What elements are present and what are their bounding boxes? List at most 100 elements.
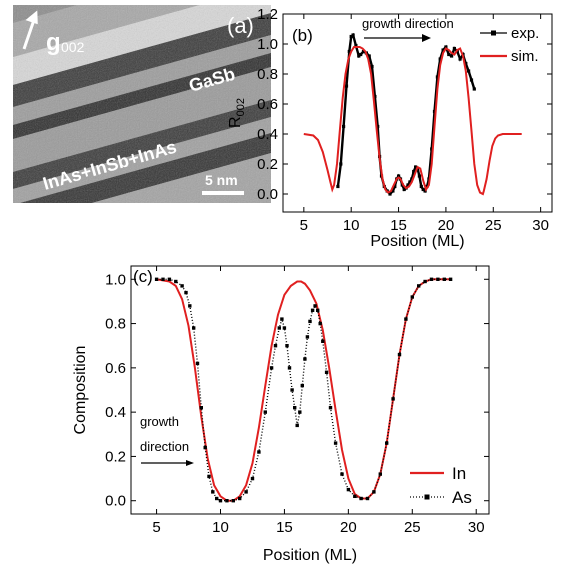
- data-point: [391, 189, 395, 193]
- data-point: [280, 317, 284, 321]
- g-vector-label: g: [46, 29, 61, 56]
- data-point: [303, 357, 307, 361]
- growth-direction-arrowhead-icon: [186, 460, 194, 466]
- x-tick-label: 10: [343, 217, 360, 234]
- data-point: [207, 474, 211, 479]
- x-tick-label: 15: [276, 519, 293, 536]
- series-exp: [336, 32, 476, 196]
- data-point: [199, 406, 203, 410]
- data-point: [372, 490, 376, 494]
- data-point: [328, 406, 333, 410]
- data-point: [354, 43, 358, 48]
- growth-direction-label-line1: growth: [140, 414, 179, 429]
- data-point: [385, 441, 389, 445]
- series-as: [154, 277, 453, 503]
- data-point: [231, 499, 235, 503]
- data-point: [391, 397, 395, 401]
- data-point: [359, 496, 363, 501]
- legend-as-marker: [424, 494, 430, 500]
- x-tick-label: 5: [152, 519, 160, 536]
- data-point: [342, 124, 346, 129]
- data-point: [410, 295, 414, 299]
- panel-label: (b): [292, 26, 313, 45]
- data-point: [340, 472, 344, 476]
- data-point: [318, 321, 322, 326]
- data-point: [324, 370, 329, 374]
- data-point: [388, 192, 392, 196]
- data-point: [370, 64, 374, 69]
- y-tick-label: 1.0: [105, 271, 126, 288]
- data-point: [406, 183, 410, 187]
- data-point: [290, 388, 294, 392]
- y-axis-label: Composition: [72, 346, 89, 435]
- data-point: [417, 284, 421, 288]
- x-tick-label: 20: [438, 217, 455, 234]
- data-point: [397, 174, 401, 178]
- y-tick-label: 0.2: [105, 448, 126, 465]
- data-point: [349, 34, 353, 39]
- data-point: [161, 277, 165, 281]
- data-point: [469, 78, 474, 82]
- panel-label: (c): [133, 267, 153, 286]
- data-point: [378, 472, 382, 476]
- data-point: [425, 184, 429, 189]
- x-tick-label: 10: [212, 519, 229, 536]
- g-vector-subscript: 002: [61, 39, 85, 55]
- data-point: [441, 48, 445, 52]
- x-tick-label: 20: [340, 519, 357, 536]
- plot-frame: [282, 13, 553, 213]
- data-point: [452, 46, 456, 51]
- data-point: [347, 49, 351, 54]
- data-point: [417, 174, 421, 178]
- data-point: [455, 49, 459, 54]
- x-tick-label: 25: [404, 519, 421, 536]
- data-point: [400, 183, 404, 187]
- series-line: [156, 278, 451, 502]
- data-point: [393, 184, 397, 189]
- growth-direction-label-line2: direction: [140, 439, 189, 454]
- data-point: [385, 189, 389, 193]
- x-tick-label: 30: [468, 519, 485, 536]
- data-point: [277, 326, 281, 330]
- data-point: [432, 109, 437, 114]
- data-point: [359, 52, 363, 57]
- series-line: [156, 278, 451, 502]
- data-point: [412, 169, 416, 174]
- data-point: [344, 84, 349, 88]
- data-point: [414, 165, 418, 169]
- data-point: [397, 352, 402, 357]
- data-point: [351, 33, 355, 37]
- x-axis-label: Position (ML): [370, 233, 464, 250]
- x-tick-label: 5: [300, 217, 308, 234]
- data-point: [174, 279, 178, 284]
- legend-as-label: As: [452, 488, 472, 507]
- y-tick-label: 0.8: [105, 316, 126, 333]
- data-point: [448, 277, 453, 281]
- data-point: [464, 61, 468, 66]
- data-point: [346, 487, 351, 492]
- data-point: [192, 326, 196, 330]
- data-point: [379, 174, 384, 178]
- data-point: [287, 366, 292, 370]
- data-point: [188, 304, 192, 308]
- data-point: [419, 184, 423, 189]
- plot-frame: [130, 265, 490, 515]
- data-point: [430, 147, 434, 151]
- data-point: [336, 184, 340, 189]
- data-point: [300, 383, 304, 388]
- data-point: [458, 57, 462, 61]
- data-point: [398, 177, 403, 181]
- legend-sim-label: sim.: [511, 48, 539, 65]
- y-tick-label: 0.6: [105, 360, 126, 377]
- data-point: [305, 335, 310, 339]
- data-point: [357, 54, 361, 58]
- data-point: [339, 162, 343, 166]
- data-point: [238, 496, 242, 501]
- data-point: [263, 410, 267, 414]
- data-point: [436, 277, 440, 281]
- data-point: [361, 49, 366, 54]
- data-point: [282, 326, 287, 330]
- data-point: [423, 279, 427, 284]
- data-point: [423, 189, 427, 193]
- chart-c: 5 10 15 20 25 30 0.0 0.2 0.4 0.6 0.8 1.0 Position (M…: [72, 265, 490, 564]
